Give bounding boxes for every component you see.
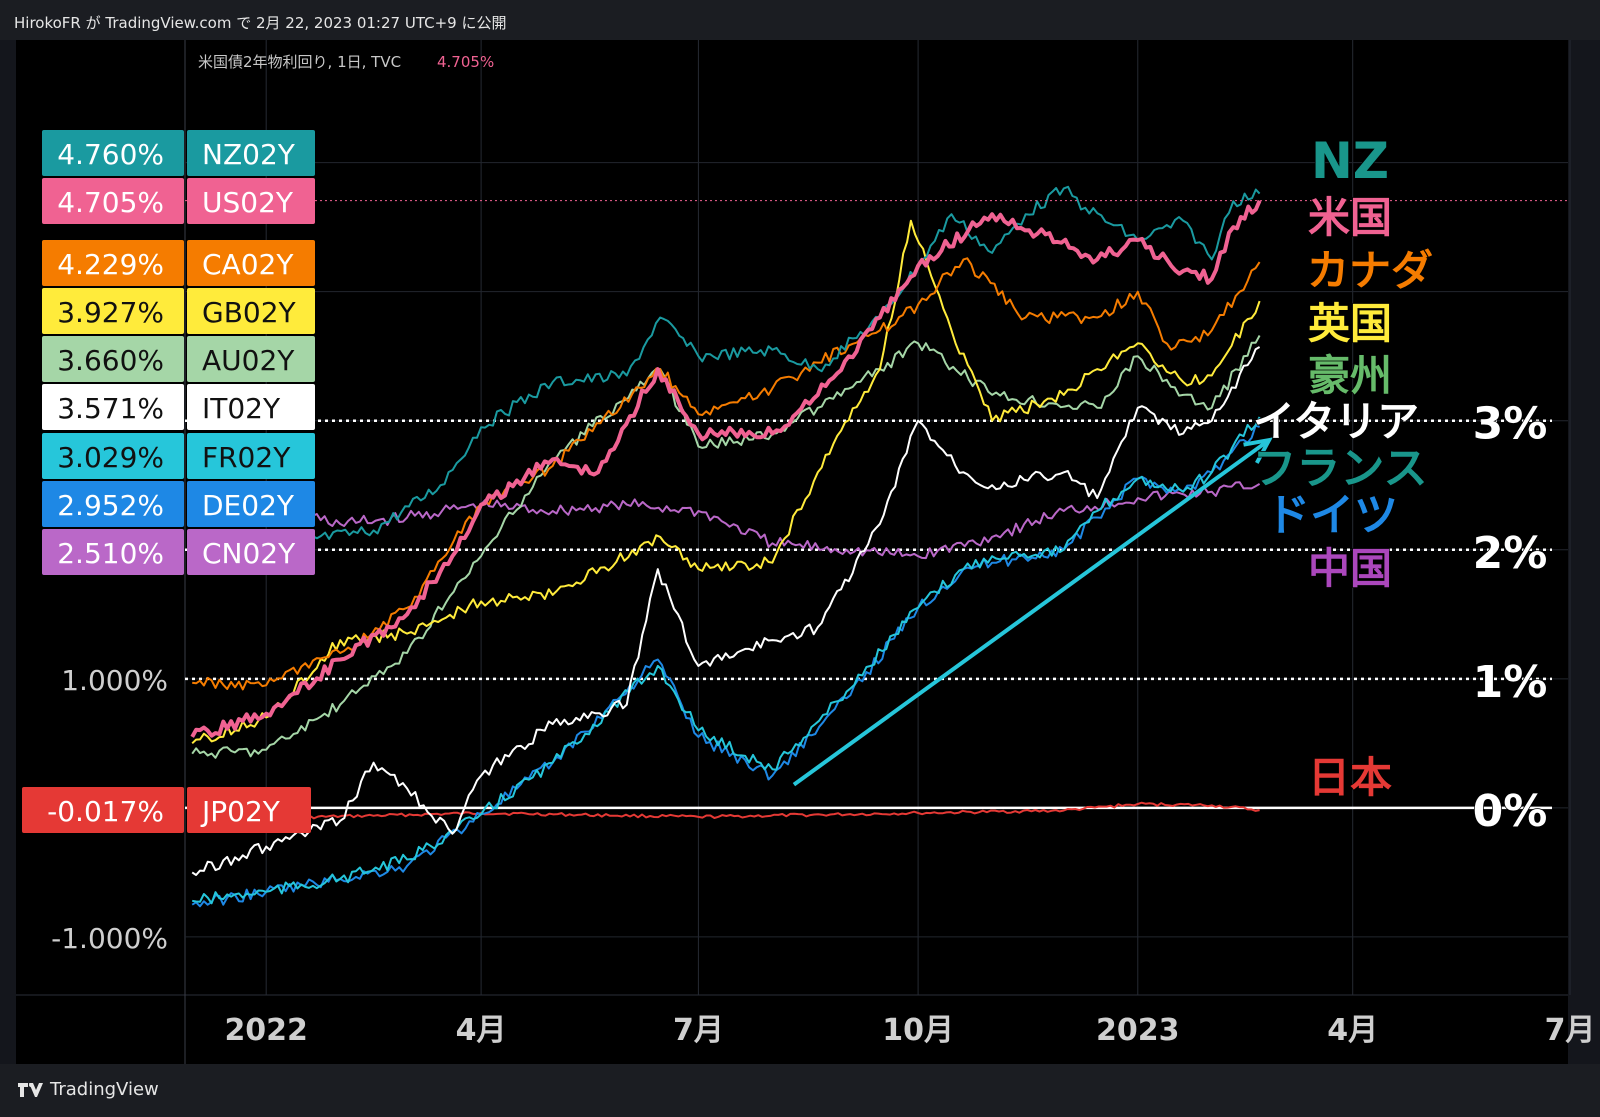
x-tick-label: 10月 (882, 1013, 954, 1048)
price-badge-symbol-text: GB02Y (202, 296, 297, 329)
country-label-gb02y: 英国 (1308, 299, 1392, 348)
reference-line-label: 2% (1473, 528, 1548, 579)
price-badge-value (42, 288, 184, 334)
reference-line-label: 0% (1473, 786, 1548, 837)
price-badge-value-text: 3.029% (57, 441, 164, 474)
price-badge-value-text: -0.017% (47, 795, 164, 828)
price-badge-symbol (187, 240, 315, 286)
y-tick-label: 1.000% (61, 664, 168, 697)
price-badge-symbol-text: US02Y (202, 186, 294, 219)
country-label-it02y: イタリア (1253, 397, 1419, 446)
price-badge-symbol-text: FR02Y (202, 441, 291, 474)
price-badge-value-text: 3.927% (57, 296, 164, 329)
series-line-it02y (191, 346, 1261, 876)
price-badge-value (42, 240, 184, 286)
price-badge-value-text: 3.571% (57, 392, 164, 425)
country-label-us02y: 米国 (1308, 193, 1392, 242)
price-badge-value (42, 384, 184, 430)
price-badge-symbol (187, 178, 315, 224)
price-badge-value (42, 130, 184, 176)
series-line-us02y (190, 199, 1262, 738)
brand-name: TradingView (50, 1079, 159, 1100)
price-badge-symbol (187, 787, 311, 833)
series-line-fr02y (192, 416, 1261, 905)
price-badge-symbol-text: IT02Y (202, 392, 281, 425)
price-badge-value (42, 178, 184, 224)
publish-info: HirokoFR が TradingView.com で 2月 22, 2023… (14, 14, 507, 32)
tradingview-logo-icon (18, 1082, 43, 1097)
price-badge-symbol (187, 433, 315, 479)
price-badge-symbol-text: CN02Y (202, 537, 296, 570)
price-badge-symbol (187, 529, 315, 575)
trend-arrow-head (1243, 437, 1273, 464)
price-badge-value-text: 4.760% (57, 138, 164, 171)
price-badge-value (42, 529, 184, 575)
price-badge-symbol-text: JP02Y (200, 795, 281, 828)
price-badge-symbol (187, 384, 315, 430)
y-tick-label: -1.000% (51, 922, 168, 955)
x-tick-label: 4月 (456, 1013, 507, 1048)
price-badge-symbol (187, 481, 315, 527)
price-badge-symbol (187, 288, 315, 334)
reference-line-label: 1% (1473, 657, 1548, 708)
country-label-de02y: ドイツ (1266, 490, 1398, 541)
x-tick-label: 7月 (1545, 1013, 1596, 1048)
price-badge-value (22, 787, 184, 833)
price-badge-symbol (187, 130, 315, 176)
trend-arrow-line (792, 438, 1271, 787)
series-line-jp02y (265, 801, 1260, 821)
country-label-jp02y: 日本 (1308, 753, 1392, 802)
country-label-cn02y: 中国 (1308, 544, 1392, 593)
x-tick-label: 2023 (1096, 1013, 1180, 1048)
country-label-nz02y: NZ (1311, 132, 1389, 190)
time-axis-background (16, 995, 1568, 1065)
price-badge-symbol-text: CA02Y (202, 248, 294, 281)
price-badge-value-text: 2.510% (57, 537, 164, 570)
country-label-fr02y: フランス (1252, 443, 1427, 494)
price-badge-value-text: 2.952% (57, 489, 164, 522)
top-bar (0, 0, 1600, 40)
price-badge-value (42, 336, 184, 382)
brand[interactable]: TradingView (18, 1079, 159, 1100)
price-badge-symbol-text: DE02Y (202, 489, 295, 522)
reference-line-label: 3% (1473, 399, 1548, 450)
price-badge-value-text: 3.660% (57, 344, 164, 377)
price-badge-value (42, 481, 184, 527)
footer-bar (0, 1064, 1600, 1117)
series-line-nz02y (191, 185, 1261, 547)
x-tick-label: 2022 (224, 1013, 308, 1048)
x-tick-label: 7月 (673, 1013, 724, 1048)
price-badge-value-text: 4.705% (57, 186, 164, 219)
country-label-ca02y: カナダ (1307, 246, 1433, 295)
series-line-au02y (191, 335, 1261, 759)
price-badge-value-text: 4.229% (57, 248, 164, 281)
series-line-cn02y (265, 481, 1261, 560)
legend-value: 4.705% (437, 53, 494, 71)
country-label-au02y: 豪州 (1308, 351, 1392, 400)
price-badge-symbol-text: NZ02Y (202, 138, 296, 171)
price-badge-symbol (187, 336, 315, 382)
price-badge-symbol-text: AU02Y (202, 344, 295, 377)
legend-title: 米国債2年物利回り, 1日, TVC (198, 53, 401, 71)
price-badge-value (42, 433, 184, 479)
series-line-ca02y (192, 257, 1261, 691)
x-tick-label: 4月 (1327, 1013, 1378, 1048)
